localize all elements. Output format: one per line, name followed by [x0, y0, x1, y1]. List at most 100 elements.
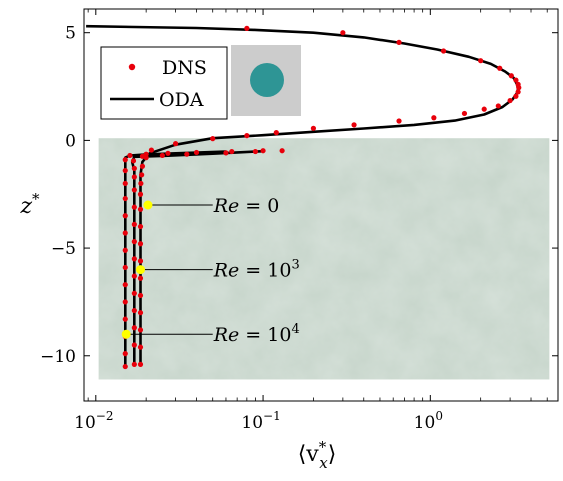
dns-point: [139, 172, 145, 178]
x-tick-label-base: 10: [414, 413, 436, 433]
oda-line-0: [86, 24, 520, 367]
dns-point: [229, 148, 235, 155]
dns-point: [131, 342, 137, 348]
annotation-label-re: Re: [213, 324, 240, 346]
dns-point: [193, 149, 200, 156]
y-axis-label-sup: *: [32, 190, 40, 208]
x-tick-label: 10−2: [74, 409, 113, 433]
axes-frame: [83, 8, 559, 402]
dns-point: [481, 106, 487, 112]
dns-point: [122, 282, 128, 288]
y-tick-label: −10: [40, 347, 76, 367]
dns-point: [127, 152, 133, 159]
dns-point: [159, 152, 165, 159]
dns-point: [223, 150, 229, 156]
dns-point: [165, 150, 171, 156]
dns-point: [396, 118, 402, 124]
annotation-label-exp: 3: [291, 258, 299, 273]
dns-point: [495, 103, 501, 109]
annotation-label-value: = 10: [239, 324, 291, 346]
dns-point: [431, 115, 437, 121]
dns-point: [461, 110, 468, 117]
x-tick-label: 100: [414, 409, 443, 433]
dns-point: [137, 344, 144, 350]
dns-point: [122, 157, 128, 163]
dns-point: [143, 151, 149, 157]
inset-schematic: [231, 45, 301, 116]
x-tick-label-exp: −2: [96, 409, 114, 423]
dns-point: [122, 299, 128, 305]
dns-point: [137, 241, 144, 247]
dns-point: [137, 361, 144, 367]
legend-box: [100, 46, 228, 120]
porous-region-texture: [98, 138, 550, 380]
legend-dns-marker: [128, 63, 136, 71]
dns-point: [122, 264, 128, 271]
dns-point: [137, 292, 144, 299]
y-tick-label: −5: [51, 239, 76, 259]
dns-point: [137, 310, 144, 316]
dns-point: [244, 25, 250, 31]
y-axis-label: z*: [19, 190, 40, 219]
dns-point: [131, 174, 137, 180]
dns-point: [273, 130, 279, 136]
dns-point: [131, 165, 137, 171]
legend-oda-label: ODA: [159, 89, 204, 111]
dns-point: [513, 77, 519, 83]
dns-point: [440, 48, 447, 54]
legend-dns-label: DNS: [162, 57, 207, 79]
x-tick-label: 10−1: [241, 409, 280, 433]
annotation-label-exp: 4: [291, 322, 299, 337]
dns-point: [131, 204, 137, 210]
y-tick-label: 0: [65, 131, 76, 151]
dns-point: [137, 191, 144, 197]
dns-point: [507, 97, 513, 104]
dns-point: [340, 30, 346, 36]
dns-point: [130, 158, 137, 164]
dns-point: [148, 147, 155, 153]
annotation-label-2: Re = 104: [213, 322, 300, 346]
dns-point: [244, 133, 250, 139]
dns-point: [252, 148, 259, 155]
dns-point: [516, 85, 522, 91]
dns-point: [131, 290, 137, 296]
dns-point: [139, 163, 146, 169]
dns-point: [184, 151, 190, 157]
x-axis-label-sub: x: [319, 454, 328, 472]
annotation-label-value: = 0: [239, 195, 279, 217]
inset-particle-icon: [250, 63, 284, 97]
dns-point: [137, 206, 144, 212]
annotation-label-value: = 10: [239, 260, 291, 282]
dns-point: [122, 195, 128, 202]
dns-point: [122, 351, 128, 357]
dns-point: [137, 258, 144, 264]
dns-point: [508, 73, 514, 79]
dns-point: [513, 93, 519, 99]
x-tick-label-base: 10: [74, 413, 96, 433]
plot-layer: [86, 24, 522, 370]
porous-region: [98, 138, 550, 380]
x-axis-label-sup: *: [319, 438, 327, 456]
x-tick-label-exp: 0: [435, 409, 443, 423]
x-axis-label: ⟨v* x⟩: [298, 438, 337, 472]
annotation-marker-2: [121, 329, 131, 339]
dns-point: [396, 39, 402, 45]
dns-point: [131, 325, 137, 331]
dns-point: [210, 136, 216, 142]
dns-point: [310, 125, 317, 131]
dns-point: [173, 141, 179, 147]
annotation-marker-1: [135, 265, 145, 275]
dns-point: [131, 221, 137, 227]
dns-point: [131, 239, 137, 245]
dns-point: [478, 58, 484, 64]
x-tick-label-exp: −1: [263, 409, 281, 423]
dns-point: [137, 275, 144, 281]
dns-point: [122, 230, 128, 236]
annotation-label-re: Re: [213, 260, 240, 282]
annotation-label-0: Re = 0: [213, 195, 280, 217]
dns-point: [497, 65, 503, 71]
legend: DNS ODA: [100, 46, 228, 120]
